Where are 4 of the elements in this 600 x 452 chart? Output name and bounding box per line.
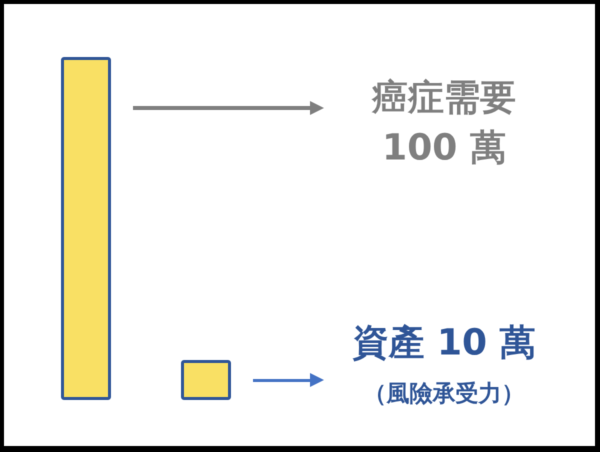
text: （風險承受力） [364, 381, 524, 408]
text: 癌症需要 [371, 77, 516, 118]
text: 資產 10 萬 [352, 322, 536, 364]
text: 100 萬 [382, 127, 506, 168]
